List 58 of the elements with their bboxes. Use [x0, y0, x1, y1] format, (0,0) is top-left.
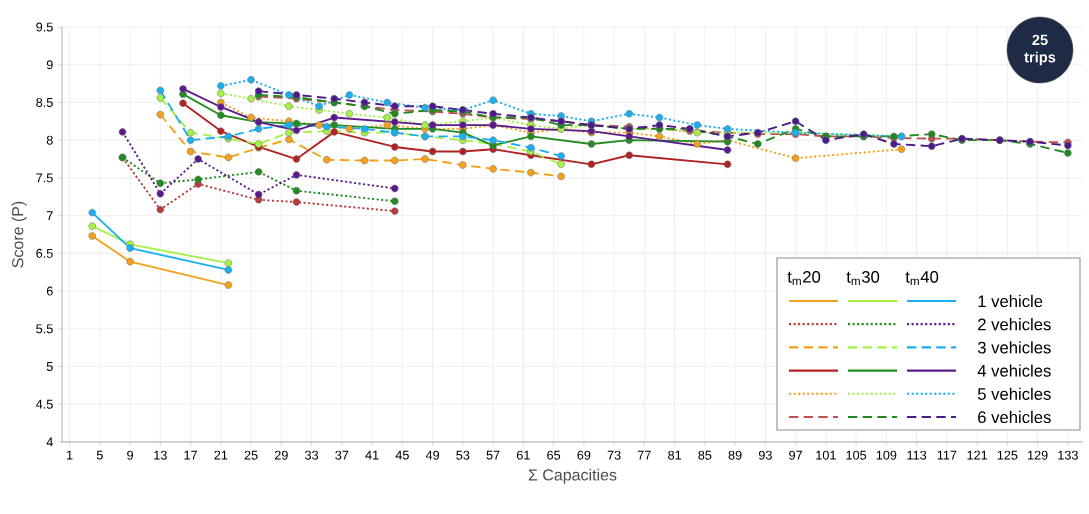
x-tick-label: 33 [305, 450, 319, 460]
annotation: 25 trips [1024, 34, 1056, 66]
x-tick-label: 13 [154, 450, 167, 460]
x-tick-label: 101 [816, 450, 836, 460]
x-tick-label: 125 [997, 450, 1018, 460]
x-tick-label: 57 [486, 450, 500, 460]
x-tick-label: 49 [425, 450, 440, 460]
x-tick-label: 133 [1058, 450, 1078, 460]
y-axis-title: Score (P) [11, 201, 27, 268]
x-tick-label: 89 [728, 450, 742, 460]
y-tick-label: 7.5 [36, 173, 53, 183]
legend-label: 3 vehicles [977, 341, 1051, 354]
x-tick-label: 5 [96, 450, 103, 460]
x-tick-label: 21 [214, 450, 228, 460]
x-tick-label: 109 [876, 450, 897, 460]
legend-label: 2 vehicles [978, 318, 1051, 331]
y-tick-label: 5.5 [36, 324, 53, 334]
x-tick-label: 97 [789, 450, 803, 460]
x-tick-label: 17 [184, 450, 197, 460]
legend-label: 6 vehicles [978, 410, 1051, 424]
x-tick-label: 61 [516, 450, 530, 460]
x-tick-label: 41 [365, 450, 379, 460]
legend-label: 1 vehicle [978, 294, 1043, 308]
x-tick-label: 81 [668, 450, 682, 460]
y-tick-label: 4 [46, 437, 53, 447]
x-tick-label: 29 [274, 450, 288, 460]
x-tick-label: 85 [698, 450, 712, 460]
annotation: t$_{m}$30 [846, 270, 880, 286]
x-tick-label: 93 [758, 450, 772, 460]
x-tick-label: 45 [395, 450, 409, 460]
x-tick-label: 25 [244, 450, 258, 460]
x-axis-title: Σ Capacities [528, 468, 617, 484]
legend-label: 4 vehicles [977, 364, 1051, 377]
y-tick-label: 7 [46, 211, 53, 220]
x-tick-label: 53 [456, 450, 470, 460]
x-tick-label: 77 [637, 450, 651, 460]
y-tick-label: 5 [46, 362, 53, 371]
x-tick-label: 73 [607, 450, 621, 460]
x-tick-label: 69 [577, 450, 591, 460]
y-tick-label: 4.5 [35, 399, 53, 409]
x-tick-label: 129 [1028, 450, 1048, 460]
x-tick-label: 113 [907, 450, 927, 460]
x-tick-label: 1 [67, 450, 73, 460]
annotation: t$_{m}$40 [905, 270, 939, 286]
y-tick-label: 6.5 [36, 248, 53, 258]
y-tick-label: 9 [46, 60, 53, 70]
y-tick-label: 9.5 [36, 22, 53, 32]
y-tick-label: 8.5 [36, 97, 53, 107]
annotation: t$_{m}$20 [787, 270, 821, 286]
x-tick-label: 117 [937, 450, 957, 460]
x-tick-label: 105 [846, 450, 867, 460]
legend-label: 5 vehicles [977, 387, 1051, 400]
x-tick-label: 37 [335, 450, 349, 460]
x-tick-label: 121 [967, 450, 988, 460]
y-tick-label: 8 [46, 135, 53, 145]
x-tick-label: 65 [547, 450, 561, 460]
x-tick-label: 9 [127, 450, 133, 460]
y-tick-label: 6 [46, 286, 53, 296]
